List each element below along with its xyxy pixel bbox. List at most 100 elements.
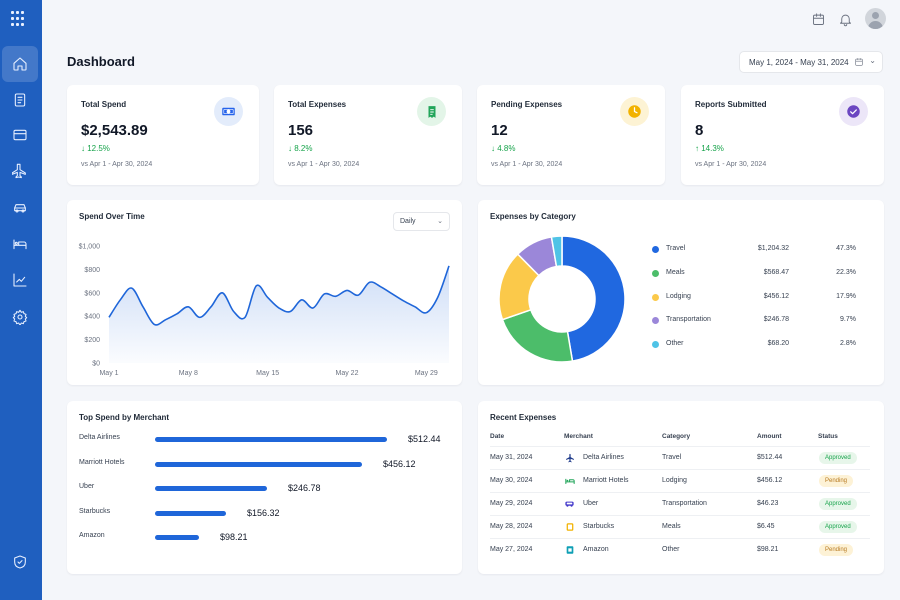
legend-percent: 17.9% xyxy=(836,292,856,300)
expense-merchant: Amazon xyxy=(583,546,609,553)
expense-date: May 27, 2024 xyxy=(490,546,533,553)
status-badge: Pending xyxy=(819,475,854,487)
kpi-label: Total Expenses xyxy=(288,100,347,109)
kpi-value: 8 xyxy=(695,122,704,139)
card-title: Expenses by Category xyxy=(490,212,576,221)
chart-icon xyxy=(13,273,27,287)
merchant-name: Uber xyxy=(79,483,95,490)
kpi-value: 12 xyxy=(491,122,508,139)
credit-card-icon xyxy=(13,129,27,141)
home-icon xyxy=(13,57,27,71)
status-badge: Approved xyxy=(819,521,857,533)
x-tick-label: May 15 xyxy=(256,370,279,377)
table-row[interactable]: May 30, 2024 Marriott Hotels Lodging $456.1… xyxy=(490,469,870,492)
sidebar-item-reports[interactable] xyxy=(2,262,38,298)
receipt-icon xyxy=(417,97,446,126)
period-select[interactable]: Daily ⌄ xyxy=(393,212,450,231)
legend-amount: $456.12 xyxy=(763,292,789,300)
expense-category: Transportation xyxy=(662,500,707,507)
sidebar-item-lodging[interactable] xyxy=(2,226,38,262)
merchant-bar[interactable] xyxy=(155,535,199,540)
apps-grid-icon[interactable] xyxy=(11,11,27,27)
y-tick-label: $200 xyxy=(84,337,100,344)
top-merchants-card: Top Spend by Merchant Delta Airlines $512… xyxy=(67,401,462,574)
merchant-row: Delta Airlines $512.44 xyxy=(79,431,449,447)
card-title: Spend Over Time xyxy=(79,212,145,221)
x-tick-label: May 1 xyxy=(99,370,118,377)
car-icon xyxy=(14,204,26,213)
merchant-value: $246.78 xyxy=(288,483,321,493)
table-row[interactable]: May 29, 2024 Uber Transportation $46.23 Appr… xyxy=(490,492,870,515)
calendar-button[interactable] xyxy=(808,9,828,29)
column-header: Category xyxy=(662,433,691,440)
sidebar-item-expenses[interactable] xyxy=(2,82,38,118)
merchant-bar[interactable] xyxy=(155,510,226,516)
expense-category: Other xyxy=(662,546,680,553)
legend-percent: 47.3% xyxy=(836,245,856,252)
kpi-card-reports-submitted: Reports Submitted 8 ↑ 14.3% vs Apr 1 - A… xyxy=(681,85,884,185)
expense-amount: $456.12 xyxy=(757,477,783,484)
sidebar-item-transport[interactable] xyxy=(2,190,38,226)
status-badge: Approved xyxy=(819,452,857,464)
legend-item: Meals $568.47 22.3% xyxy=(652,267,872,281)
table-row[interactable]: May 27, 2024 Amazon Other $98.21 Pending xyxy=(490,538,870,561)
legend-amount: $68.20 xyxy=(767,340,789,348)
recent-expenses-card: Recent Expenses Date Merchant Category A… xyxy=(478,401,884,574)
sidebar-item-cards[interactable] xyxy=(2,117,38,153)
status-badge: Approved xyxy=(819,498,857,510)
sidebar-item-security[interactable] xyxy=(2,544,38,580)
chevron-down-icon: ⌄ xyxy=(437,218,443,225)
check-circle-icon xyxy=(839,97,868,126)
sidebar-item-home[interactable] xyxy=(2,46,38,82)
expense-category: Meals xyxy=(662,523,681,530)
merchant-row: Uber $246.78 xyxy=(79,480,449,496)
spend-over-time-card: Spend Over Time Daily ⌄ $0 $200 $400 $600 $8… xyxy=(67,200,462,385)
legend-percent: 2.8% xyxy=(840,340,856,348)
legend-item: Lodging $456.12 17.9% xyxy=(652,291,872,305)
merchant-bar[interactable] xyxy=(155,461,362,467)
column-header: Amount xyxy=(757,433,782,440)
legend-item: Other $68.20 2.8% xyxy=(652,338,872,352)
package-icon xyxy=(564,544,575,555)
kpi-label: Total Spend xyxy=(81,100,127,109)
kpi-change: ↑ 14.3% xyxy=(695,144,724,153)
legend-label: Other xyxy=(666,340,684,348)
kpi-card-total-expenses: Total Expenses 156 ↓ 8.2% vs Apr 1 - Apr… xyxy=(274,85,462,185)
table-row[interactable]: May 28, 2024 Starbucks Meals $6.45 Approved xyxy=(490,515,870,538)
legend-label: Lodging xyxy=(666,292,691,300)
donut-slice-other[interactable] xyxy=(550,235,563,268)
date-range-picker[interactable]: May 1, 2024 - May 31, 2024 ⌄ xyxy=(739,51,883,73)
donut-slice-travel[interactable] xyxy=(561,235,626,362)
merchant-bar[interactable] xyxy=(155,437,387,442)
sidebar-item-settings[interactable] xyxy=(2,299,38,335)
legend-amount: $1,204.32 xyxy=(757,245,789,252)
legend-swatch xyxy=(652,317,659,325)
y-tick-label: $600 xyxy=(84,290,100,297)
expense-merchant: Marriott Hotels xyxy=(583,477,629,484)
merchant-value: $456.12 xyxy=(383,458,416,469)
merchant-row: Amazon $98.21 xyxy=(79,529,449,545)
notifications-button[interactable] xyxy=(835,9,855,29)
expense-merchant: Uber xyxy=(583,500,599,507)
avatar[interactable] xyxy=(865,8,886,29)
expense-category: Lodging xyxy=(662,477,687,484)
card-title: Top Spend by Merchant xyxy=(79,413,170,422)
legend-item: Travel $1,204.32 47.3% xyxy=(652,243,872,257)
donut-slice-meals[interactable] xyxy=(501,308,574,363)
expense-date: May 30, 2024 xyxy=(490,477,533,484)
page-title: Dashboard xyxy=(67,54,135,69)
sidebar-item-travel[interactable] xyxy=(2,153,38,189)
merchant-bar[interactable] xyxy=(155,486,267,491)
status-badge: Pending xyxy=(819,544,854,556)
airplane-icon xyxy=(12,163,26,179)
spend-line-chart: $0 $200 $400 $600 $800 $1,000 May 1 May 8 May 15… xyxy=(79,244,450,377)
kpi-compare: vs Apr 1 - Apr 30, 2024 xyxy=(288,161,360,168)
expense-amount: $46.23 xyxy=(757,500,779,507)
expense-merchant: Delta Airlines xyxy=(583,454,624,461)
merchant-value: $156.32 xyxy=(247,507,280,518)
expense-date: May 31, 2024 xyxy=(490,454,533,461)
merchant-name: Starbucks xyxy=(79,507,111,515)
period-select-value: Daily xyxy=(400,218,416,225)
table-row[interactable]: May 31, 2024 Delta Airlines Travel $512.44 A… xyxy=(490,446,870,469)
kpi-value: $2,543.89 xyxy=(81,122,148,139)
